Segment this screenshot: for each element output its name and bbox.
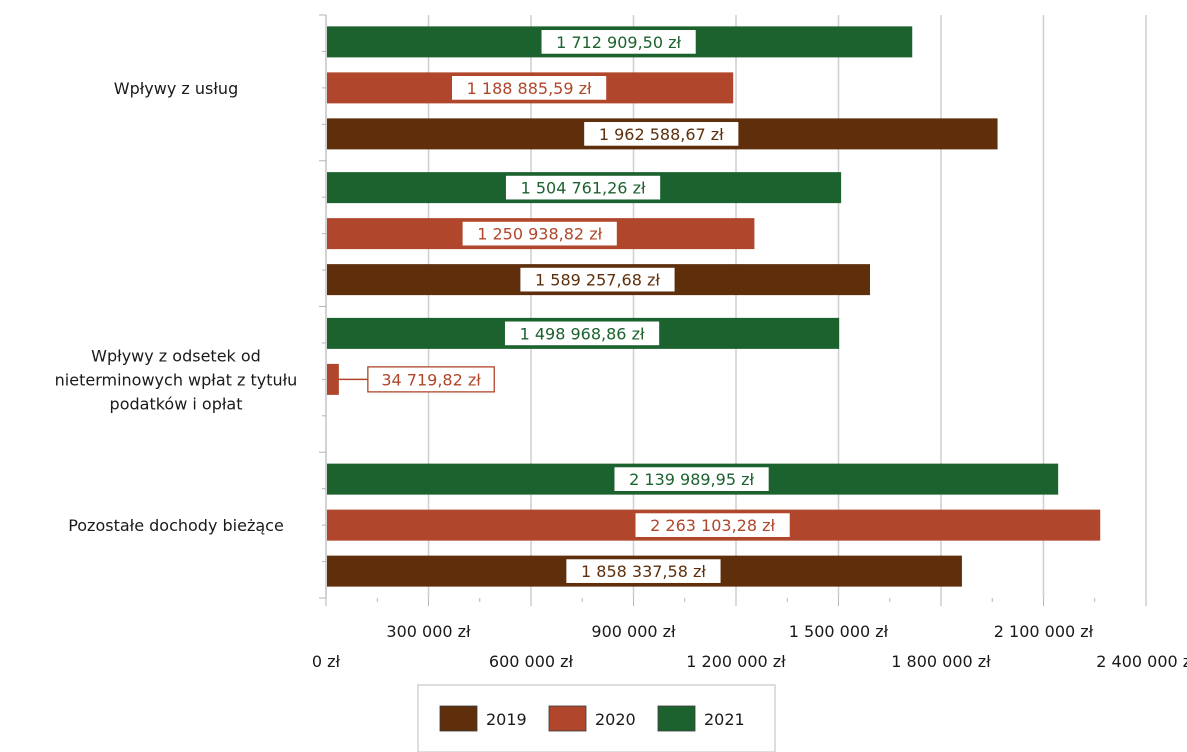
bar-2020	[327, 363, 339, 395]
category-label: Wpływy z usług	[114, 79, 238, 98]
x-tick-label: 900 000 zł	[591, 622, 676, 641]
data-label: 2 263 103,28 zł	[650, 516, 775, 535]
data-label: 1 962 588,67 zł	[599, 125, 724, 144]
data-label-box	[540, 28, 698, 56]
legend-label: 2019	[486, 710, 527, 729]
x-tick-label: 0 zł	[312, 652, 341, 671]
data-label: 1 498 968,86 zł	[520, 324, 645, 343]
data-label-box	[461, 220, 619, 247]
legend-swatch-2019	[439, 705, 478, 732]
x-tick-label: 1 800 000 zł	[891, 652, 991, 671]
data-label: 1 188 885,59 zł	[467, 79, 592, 98]
legend-label: 2021	[704, 710, 745, 729]
data-label-box	[519, 266, 676, 293]
category-label: Pozostałe dochody bieżące	[68, 516, 284, 535]
data-label-box	[503, 320, 661, 347]
data-label-box	[582, 120, 740, 148]
x-tick-label: 2 400 000 zł	[1096, 652, 1187, 671]
legend-label: 2020	[595, 710, 636, 729]
x-tick-label: 1 200 000 zł	[686, 652, 786, 671]
data-label: 2 139 989,95 zł	[629, 470, 754, 489]
data-label-box	[565, 557, 722, 585]
x-tick-label: 300 000 zł	[386, 622, 471, 641]
category-label: nieterminowych wpłat z tytułu	[55, 370, 298, 389]
x-tick-label: 600 000 zł	[489, 652, 574, 671]
data-label-box	[450, 74, 608, 102]
legend-swatch-2020	[548, 705, 587, 732]
data-label: 1 858 337,58 zł	[581, 562, 706, 581]
data-label-box	[367, 366, 495, 393]
data-label: 1 589 257,68 zł	[535, 271, 660, 290]
data-label: 1 504 761,26 zł	[521, 179, 646, 198]
x-tick-label: 2 100 000 zł	[994, 622, 1094, 641]
data-label: 34 719,82 zł	[381, 370, 481, 389]
legend-swatch-2021	[657, 705, 696, 732]
legend: 2019 2020 2021	[417, 684, 776, 752]
data-label-box	[613, 465, 770, 493]
x-tick-label: 1 500 000 zł	[789, 622, 889, 641]
legend-box	[417, 684, 776, 752]
category-label: podatków i opłat	[110, 394, 243, 413]
data-label-box	[634, 511, 792, 539]
data-label: 1 250 938,82 zł	[477, 225, 602, 244]
data-label: 1 712 909,50 zł	[556, 33, 681, 52]
data-label-box	[504, 174, 662, 201]
category-label: Wpływy z odsetek od	[91, 346, 261, 365]
